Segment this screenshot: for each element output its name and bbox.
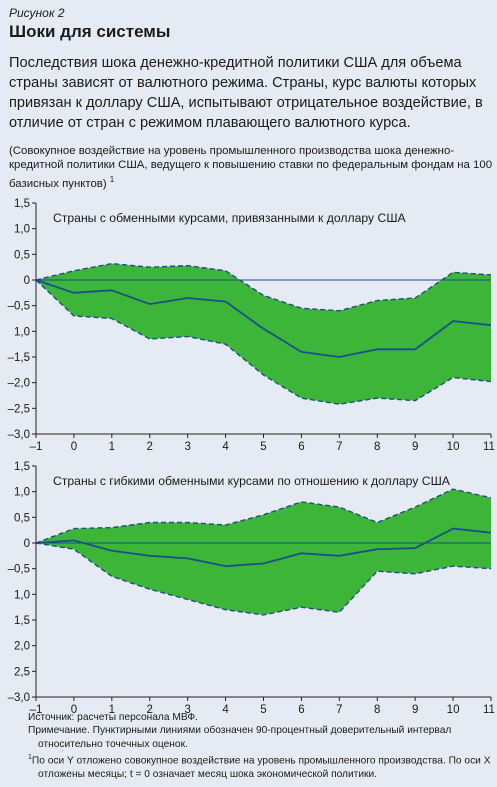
chart-pegged: 1,5 1,0 0,5 0 –0,5 1,0 –1,5 –2,0 –2,5 –3,0–1 0 1 2 3 4… [8, 198, 495, 453]
footer-footnote-line1: По оси Y отложено совокупное воздействие… [31, 755, 491, 767]
y-tick-label: 0 [24, 538, 30, 550]
confidence-band [36, 489, 491, 615]
lower-bound-line [35, 279, 492, 405]
x-tick-label: 10 [447, 441, 460, 453]
x-tick-label: 3 [184, 441, 190, 453]
point-estimate-line [35, 279, 492, 358]
x-tick-label: 7 [336, 441, 342, 453]
footer-remark-line2: относительно точечных оценок. [38, 738, 188, 750]
x-tick-label: 1 [109, 704, 115, 716]
x-tick-label: 2 [147, 704, 153, 716]
figure-note-text: (Совокупное воздействие на уровень промы… [9, 145, 493, 190]
footer-remark-line1: Примечание. Пунктирными линиями обозначе… [28, 725, 452, 737]
y-tick-label: 2,5 [14, 666, 30, 678]
y-tick-label: 1,5 [14, 461, 30, 473]
y-tick-label: –3,0 [8, 692, 30, 704]
figure-title: Шоки для системы [9, 22, 171, 41]
upper-bound-line [35, 262, 492, 312]
x-tick-label: 8 [374, 704, 380, 716]
y-tick-label: –1,5 [8, 352, 30, 364]
x-tick-label: 8 [374, 441, 380, 453]
footer-source: Источник: расчеты персонала МВФ. [28, 712, 198, 723]
y-tick-label: 0,5 [14, 249, 30, 261]
confidence-band [36, 263, 491, 405]
x-tick-label: 0 [71, 704, 77, 716]
x-tick-label: 5 [260, 704, 266, 716]
footer: Источник: расчеты персонала МВФ. Примеча… [28, 711, 493, 781]
y-tick-label: 1,0 [14, 224, 30, 236]
footer-footnote-line2: отложены месяцы; t = 0 означает месяц шо… [38, 769, 378, 781]
x-tick-label: 6 [298, 441, 304, 453]
x-tick-label: 9 [412, 441, 418, 453]
y-tick-label: 1,0 [14, 589, 30, 601]
chart-flexible: 1,5 1,0 0,5 0 –0,5 1,0 1,5 2,0 2,5 –3,0–1 0 1 2 3 4 5 6 7… [8, 461, 495, 716]
x-tick-label: 1 [109, 441, 115, 453]
chart-title: Страны с гибкими обменными курсами по от… [53, 474, 451, 488]
x-tick-label: 10 [447, 704, 460, 716]
x-tick-label: 11 [483, 704, 495, 716]
y-tick-label: 2,0 [14, 641, 30, 653]
y-tick-label: 1,0 [14, 326, 30, 338]
y-tick-label: 0 [24, 275, 30, 287]
y-tick-label: 1,5 [14, 198, 30, 210]
figure-note: (Совокупное воздействие на уровень промы… [9, 144, 493, 191]
x-tick-label: 11 [483, 441, 495, 453]
x-tick-label: –1 [30, 441, 43, 453]
figure-description: Последствия шока денежно-кредитной полит… [9, 55, 483, 131]
figure-label: Рисунок 2 [9, 6, 65, 20]
y-tick-label: 1,0 [14, 487, 30, 499]
y-tick-label: –0,5 [8, 564, 30, 576]
footer-footnote: 1По оси Y отложено совокупное воздействи… [28, 751, 493, 768]
x-tick-label: 4 [222, 441, 229, 453]
point-estimate-line [35, 527, 492, 568]
figure-note-marker: 1 [109, 174, 115, 184]
y-tick-label: –2,5 [8, 403, 30, 415]
y-tick-label: –3,0 [8, 429, 30, 441]
x-tick-label: 9 [412, 704, 418, 716]
x-tick-label: –1 [30, 704, 43, 716]
upper-bound-line [35, 488, 492, 544]
y-tick-label: 1,5 [14, 615, 30, 627]
x-tick-label: 7 [336, 704, 342, 716]
y-tick-label: –2,0 [8, 378, 30, 390]
chart-title: Страны с обменными курсами, привязанными… [53, 211, 406, 225]
x-tick-label: 4 [222, 704, 229, 716]
x-tick-label: 2 [147, 441, 153, 453]
y-tick-label: 0,5 [14, 512, 30, 524]
footer-footnote-marker: 1 [28, 754, 32, 762]
x-tick-label: 3 [184, 704, 190, 716]
y-tick-label: –0,5 [8, 301, 30, 313]
x-tick-label: 5 [260, 441, 266, 453]
x-tick-label: 6 [298, 704, 304, 716]
x-tick-label: 0 [71, 441, 77, 453]
lower-bound-line [35, 542, 492, 616]
